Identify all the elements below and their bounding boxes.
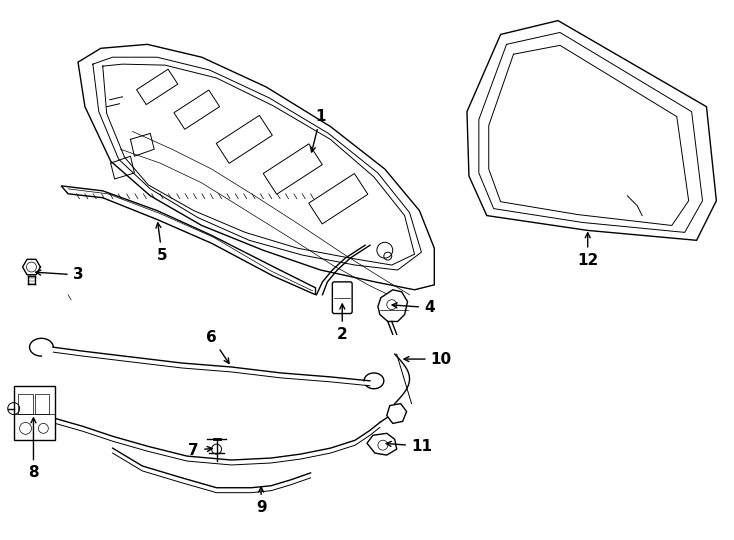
Text: 11: 11 xyxy=(386,438,432,454)
Text: 10: 10 xyxy=(404,352,452,367)
Polygon shape xyxy=(174,90,219,129)
Polygon shape xyxy=(309,173,368,224)
Polygon shape xyxy=(264,144,322,194)
Polygon shape xyxy=(78,44,435,290)
Text: 1: 1 xyxy=(310,109,326,152)
Text: 8: 8 xyxy=(28,418,39,481)
Text: 9: 9 xyxy=(255,487,266,515)
Polygon shape xyxy=(387,403,407,423)
Text: 2: 2 xyxy=(337,304,348,342)
Text: 12: 12 xyxy=(577,233,598,268)
Bar xyxy=(18,394,34,414)
Polygon shape xyxy=(61,186,316,295)
FancyBboxPatch shape xyxy=(333,282,352,314)
Polygon shape xyxy=(378,290,407,321)
Text: 4: 4 xyxy=(392,300,435,315)
Text: 6: 6 xyxy=(206,330,229,363)
Text: 3: 3 xyxy=(36,267,84,282)
Bar xyxy=(35,394,49,414)
Polygon shape xyxy=(217,116,272,163)
Text: 5: 5 xyxy=(156,223,167,262)
Text: 7: 7 xyxy=(189,443,212,457)
Polygon shape xyxy=(367,433,396,455)
Bar xyxy=(14,386,55,440)
Polygon shape xyxy=(467,21,716,240)
Polygon shape xyxy=(137,69,178,105)
